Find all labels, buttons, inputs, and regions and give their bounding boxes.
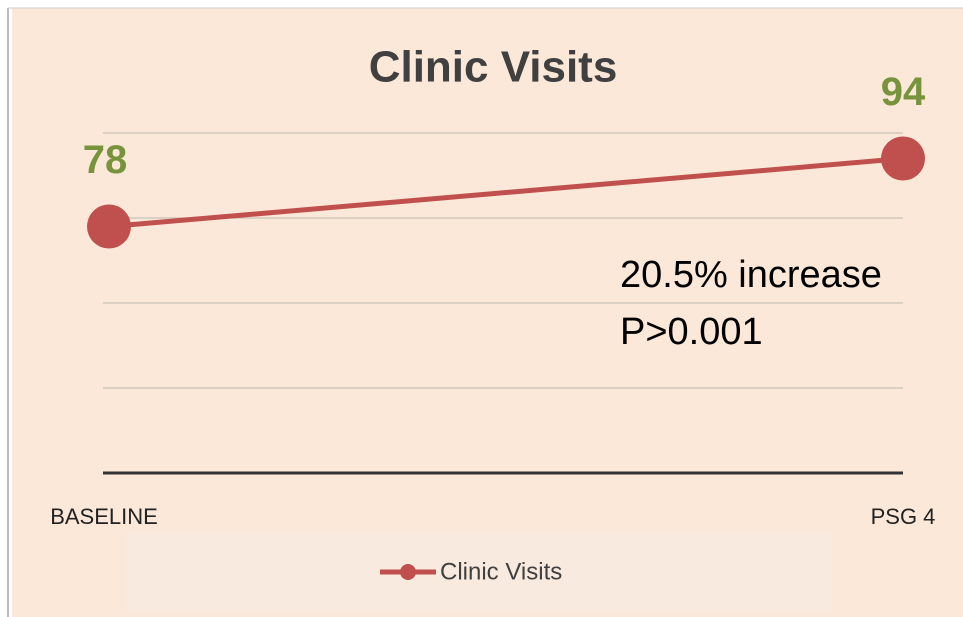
legend-label: Clinic Visits: [440, 558, 562, 585]
chart-background: [12, 8, 963, 617]
x-tick-label: BASELINE: [50, 504, 158, 529]
x-tick-label: PSG 4: [871, 504, 936, 529]
annotation: P>0.001: [620, 311, 763, 353]
series-line: [108, 156, 904, 229]
legend-box: [126, 533, 832, 611]
annotation: 20.5% increase: [620, 254, 882, 296]
chart-title: Clinic Visits: [369, 43, 618, 92]
data-label: 94: [881, 70, 926, 114]
legend-marker: [400, 564, 416, 580]
data-point: [881, 136, 925, 181]
data-point: [87, 204, 131, 249]
data-label: 78: [83, 138, 128, 182]
